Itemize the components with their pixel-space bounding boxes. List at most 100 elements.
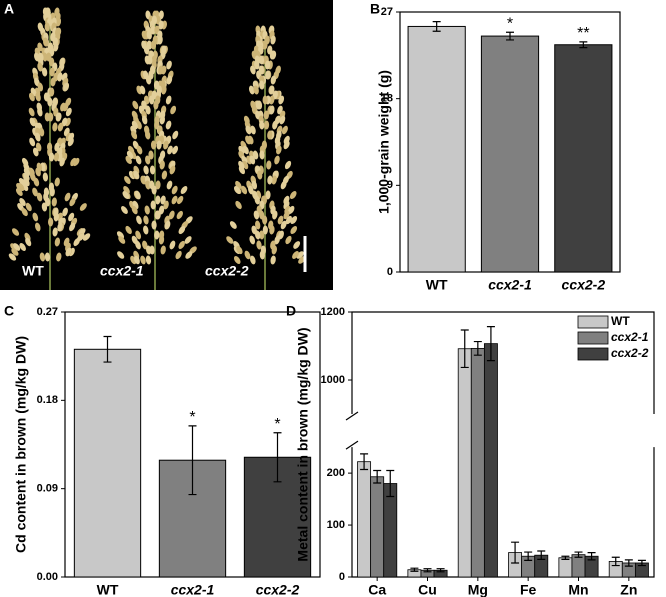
grain: [249, 235, 255, 245]
y-axis-label: Cd content in brown (mg/kg DW): [13, 336, 29, 553]
grain: [55, 17, 62, 27]
error-bar: [506, 31, 514, 41]
grain: [166, 75, 173, 85]
grain: [271, 175, 277, 185]
grain: [35, 142, 42, 152]
error-bar: [561, 555, 570, 560]
x-tick-label: Cu: [418, 582, 437, 597]
y-axis-label: Metal content in brown (mg/kg DW): [295, 327, 311, 561]
grain: [133, 170, 140, 180]
grain: [11, 228, 20, 236]
grain: [29, 117, 36, 127]
grain: [157, 35, 163, 45]
grain: [29, 92, 35, 102]
grain: [140, 175, 146, 185]
grain: [168, 210, 175, 220]
grain: [135, 155, 142, 165]
grain: [159, 160, 165, 170]
grain: [250, 255, 256, 265]
grain: [176, 195, 184, 205]
grain: [163, 140, 169, 150]
grain: [59, 157, 65, 167]
grain: [25, 202, 32, 212]
grain: [266, 160, 272, 170]
grain: [65, 107, 72, 117]
grain: [241, 185, 248, 195]
grain: [249, 155, 256, 165]
error-bar: [574, 551, 583, 558]
grain: [150, 40, 157, 50]
grain: [56, 112, 62, 122]
grain: [135, 230, 142, 240]
grain: [150, 140, 157, 150]
grain: [144, 130, 151, 140]
grain: [121, 206, 128, 214]
grain: [274, 235, 280, 245]
grain: [32, 212, 39, 222]
grain: [142, 240, 148, 250]
error-bar: [579, 41, 588, 49]
grain: [73, 237, 80, 247]
grain: [21, 207, 28, 217]
y-tick-label: 1000: [321, 374, 345, 386]
legend-label: WT: [611, 314, 630, 328]
error-bar: [537, 550, 546, 560]
significance-mark: *: [274, 416, 280, 433]
error-bar: [511, 541, 520, 564]
y-tick-label: 0: [339, 571, 345, 583]
bar: [571, 554, 586, 578]
grain: [262, 40, 268, 50]
grain: [178, 240, 185, 250]
grain: [269, 225, 275, 235]
y-tick-label: 100: [327, 519, 345, 531]
bar: [558, 557, 573, 578]
grain: [47, 97, 53, 107]
bar: [483, 343, 498, 578]
grain: [139, 85, 146, 95]
significance-mark: *: [507, 15, 513, 32]
grain: [178, 225, 186, 235]
y-tick-label: 18: [381, 93, 393, 105]
grain: [283, 140, 290, 150]
grain: [48, 217, 54, 227]
error-bar: [436, 568, 445, 573]
y-tick-label: 200: [327, 467, 345, 479]
grain: [252, 150, 259, 160]
grain: [65, 247, 72, 257]
bar: [457, 348, 472, 578]
grain: [262, 225, 268, 235]
error-bar: [360, 453, 369, 471]
grain: [134, 255, 140, 265]
grain: [280, 220, 287, 230]
bar: [407, 25, 466, 273]
panel-label: D: [286, 303, 296, 319]
grain: [145, 180, 151, 190]
grain: [172, 145, 179, 155]
grain: [285, 215, 292, 225]
grain: [272, 120, 278, 130]
legend-swatch: [577, 315, 609, 329]
grain: [184, 236, 192, 244]
grain: [117, 251, 125, 259]
grain: [42, 52, 48, 62]
panel-label: B: [370, 1, 380, 17]
grain: [293, 241, 301, 249]
grain: [155, 180, 161, 190]
grain: [170, 105, 177, 115]
error-bar: [524, 551, 533, 561]
x-tick-label: ccx2-1: [488, 277, 532, 293]
grain: [158, 65, 164, 75]
significance-mark: **: [577, 25, 589, 42]
grain: [258, 55, 265, 65]
grain: [56, 252, 62, 262]
grain: [263, 110, 269, 120]
grain: [292, 251, 299, 259]
grain: [57, 122, 64, 132]
panel-label: A: [4, 1, 14, 17]
grain: [185, 251, 193, 259]
grain: [79, 203, 87, 211]
grain: [67, 137, 74, 147]
grain: [165, 120, 172, 130]
bar: [554, 44, 613, 273]
